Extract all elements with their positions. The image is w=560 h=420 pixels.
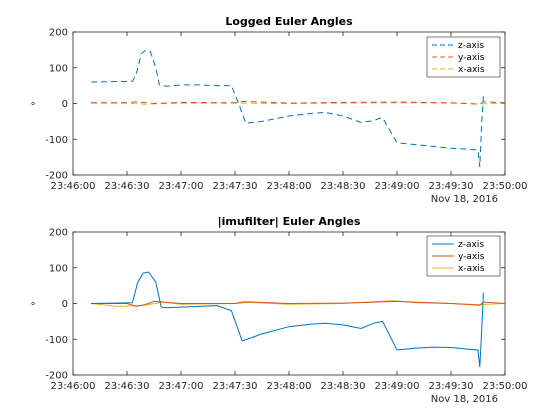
x-tick-label: 23:46:30 [105, 181, 150, 192]
x-tick-label: 23:50:00 [483, 181, 528, 192]
legend-box [426, 36, 501, 78]
legend-entry-z-axis: z-axis [458, 41, 484, 51]
y-tick-label: -100 [45, 335, 68, 346]
legend-entry-y-axis: y-axis [458, 53, 485, 63]
legend-entry-x-axis: x-axis [458, 65, 485, 75]
series-line-z-axis [90, 271, 484, 368]
legend: z-axis y-axis x-axis [426, 235, 501, 277]
legend: z-axis y-axis x-axis [426, 36, 501, 78]
y-tick-label: 200 [49, 28, 68, 39]
x-tick-label: 23:49:00 [375, 181, 420, 192]
x-tick-label: 23:47:00 [159, 181, 204, 192]
x-tick-label: 23:47:30 [213, 381, 258, 392]
x-tick-label: 23:47:00 [159, 381, 204, 392]
date-label: Nov 18, 2016 [431, 194, 498, 205]
chart-panel-1: Logged Euler Angles2001000-100-20023:46:… [31, 15, 527, 205]
y-tick-label: -100 [45, 135, 68, 146]
y-tick-label: 200 [49, 228, 68, 239]
y-tick-label: -200 [45, 171, 68, 182]
x-tick-label: 23:49:00 [375, 381, 420, 392]
x-tick-label: 23:49:30 [429, 381, 474, 392]
x-tick-label: 23:48:00 [267, 381, 312, 392]
legend-entry-y-axis: y-axis [458, 252, 485, 262]
chart-panel-2: |imufilter| Euler Angles2001000-100-2002… [31, 215, 527, 405]
series-line-z-axis [90, 50, 484, 168]
y-tick-label: -200 [45, 371, 68, 382]
y-tick-label: 100 [49, 263, 68, 274]
x-tick-label: 23:48:00 [267, 181, 312, 192]
series-line-y-axis [91, 300, 506, 307]
x-tick-label: 23:49:30 [429, 181, 474, 192]
x-tick-label: 23:48:30 [321, 381, 366, 392]
x-tick-label: 23:48:30 [321, 181, 366, 192]
y-tick-label: 0 [62, 99, 68, 110]
date-label: Nov 18, 2016 [431, 394, 498, 405]
y-axis-label: ° [31, 301, 42, 306]
x-tick-label: 23:46:00 [51, 381, 96, 392]
legend-entry-x-axis: x-axis [458, 264, 485, 274]
x-tick-label: 23:46:00 [51, 181, 96, 192]
y-axis-label: ° [31, 101, 42, 106]
x-tick-label: 23:46:30 [105, 381, 150, 392]
y-tick-label: 0 [62, 299, 68, 310]
x-tick-label: 23:47:30 [213, 181, 258, 192]
chart-title: |imufilter| Euler Angles [218, 215, 361, 228]
legend-entry-z-axis: z-axis [458, 240, 484, 250]
series-line-y-axis [91, 100, 506, 105]
x-tick-label: 23:50:00 [483, 381, 528, 392]
chart-title: Logged Euler Angles [225, 15, 353, 28]
y-tick-label: 100 [49, 63, 68, 74]
